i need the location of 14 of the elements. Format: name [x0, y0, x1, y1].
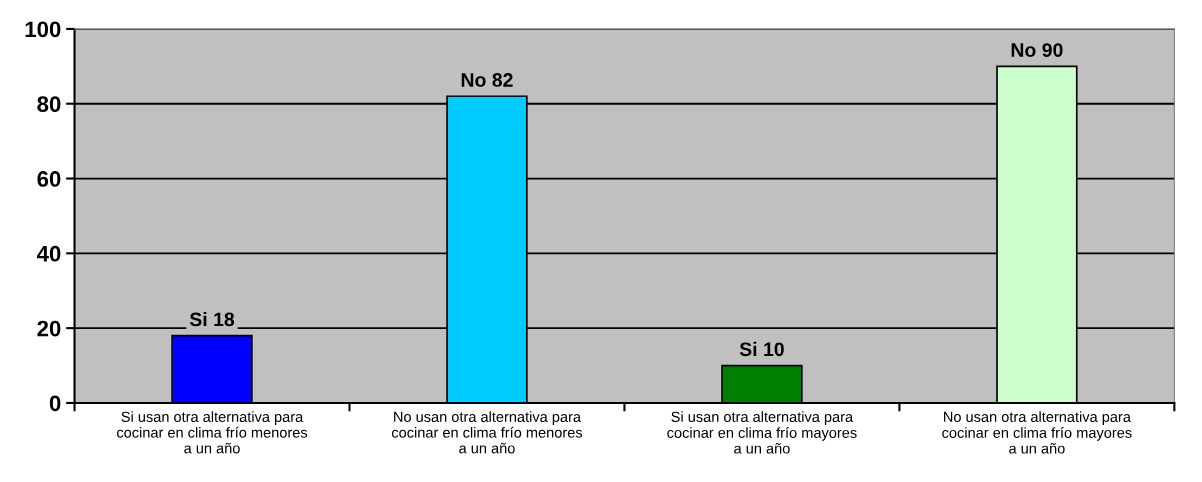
- data-label: No 90: [1011, 43, 1063, 57]
- x-tick-label: No usan otra alternativa para cocinar en clima frío mayores a un año: [942, 411, 1132, 454]
- y-tick-label: 40: [36, 245, 61, 262]
- x-tick-label: No usan otra alternativa para cocinar en clima frío menores a un año: [391, 411, 583, 454]
- data-label: No 82: [461, 73, 513, 87]
- y-tick-label: 0: [49, 395, 61, 412]
- data-label: Si 18: [189, 311, 235, 327]
- y-tick-label: 80: [37, 96, 61, 112]
- y-tick-label: 100: [25, 21, 61, 38]
- data-label: Si 10: [739, 341, 784, 357]
- x-tick-label: Si usan otra alternativa para cocinar en clima frío menores a un año: [116, 411, 308, 454]
- y-tick-label: 60: [37, 171, 61, 187]
- x-tick-label: Si usan otra alternativa para cocinar en clima frío mayores a un año: [667, 411, 857, 454]
- y-tick-label: 20: [37, 320, 61, 337]
